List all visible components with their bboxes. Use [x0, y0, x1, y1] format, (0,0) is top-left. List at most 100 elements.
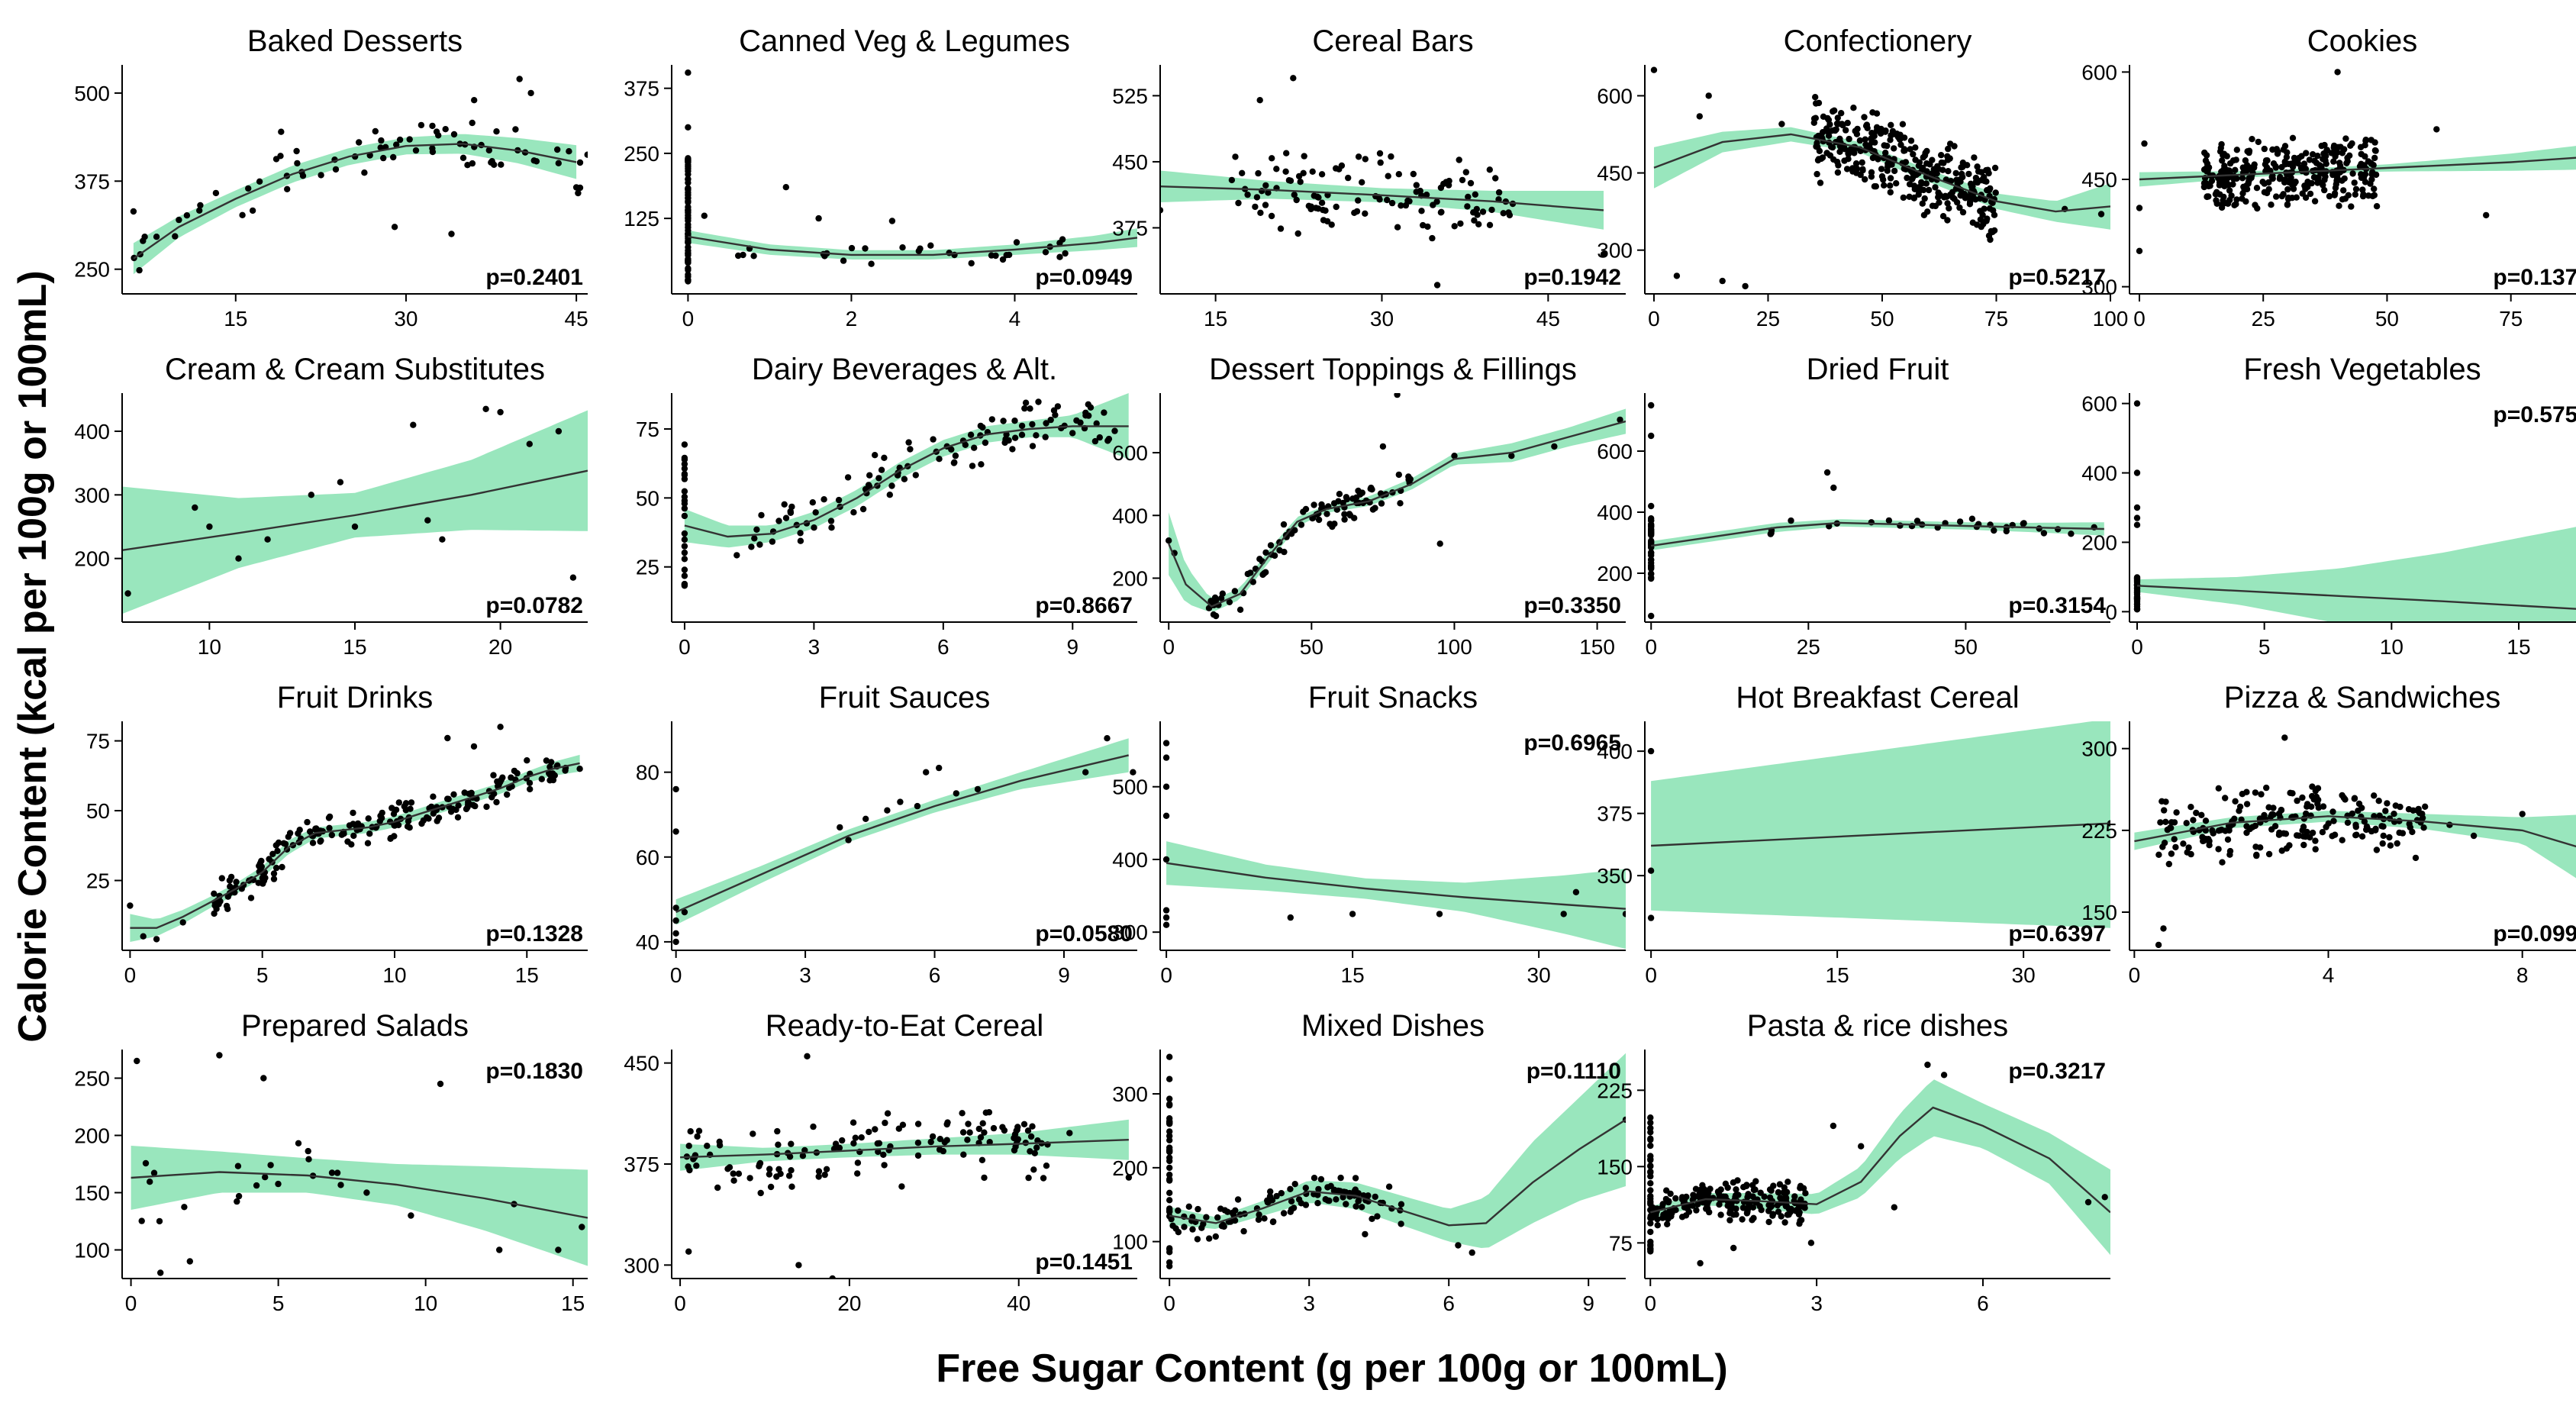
data-point: [1479, 208, 1487, 215]
data-point: [681, 454, 688, 462]
panel-title: Fresh Vegetables: [2243, 353, 2481, 386]
data-point: [1385, 173, 1391, 179]
confidence-band: [2137, 527, 2576, 622]
x-tick-label: 15: [2507, 635, 2530, 659]
data-point: [2219, 859, 2226, 866]
data-point: [1768, 1202, 1775, 1210]
panel-baked-desserts: 15 30 45 250 375 500 Baked Desserts p=0.2401: [74, 24, 588, 331]
x-tick-label: 30: [1527, 963, 1551, 987]
y-tick-label: 375: [624, 77, 659, 101]
data-point: [2412, 854, 2420, 862]
data-point: [1169, 1222, 1176, 1230]
x-tick-label: 6: [937, 635, 949, 659]
data-point: [2371, 139, 2378, 146]
data-point: [1853, 165, 1861, 173]
data-point: [884, 1110, 891, 1117]
plot-area: [130, 76, 588, 275]
data-point: [815, 1173, 822, 1180]
data-point: [1957, 192, 1964, 199]
data-point: [1926, 161, 1933, 168]
data-point: [886, 492, 894, 498]
data-point: [1333, 203, 1340, 211]
data-point: [788, 1140, 795, 1147]
data-point: [1769, 1211, 1776, 1218]
data-point: [1040, 1175, 1047, 1182]
data-point: [2352, 821, 2359, 828]
data-point: [350, 821, 356, 827]
panel-fruit-drinks: 0 5 10 15 25 50 75 Fruit Drinks p=0.1328: [86, 681, 588, 987]
data-point: [981, 1174, 988, 1182]
data-point: [1991, 527, 1997, 534]
panel-fruit-sauces: 0 3 6 9 40 60 80 Fruit Sauces p=0.0580: [636, 681, 1137, 987]
y-tick-label: 300: [624, 1253, 659, 1277]
data-point: [1647, 1142, 1654, 1150]
data-point: [1331, 1186, 1338, 1194]
data-point: [1739, 1216, 1746, 1223]
data-point: [1776, 1181, 1784, 1188]
data-point: [1166, 1115, 1173, 1122]
data-point: [1662, 1195, 1670, 1203]
data-point: [408, 799, 415, 806]
data-point: [740, 251, 746, 259]
data-point: [1797, 1182, 1804, 1190]
data-point: [1648, 401, 1655, 409]
data-point: [1830, 1122, 1837, 1130]
data-point: [2284, 202, 2291, 208]
p-value: p=0.5751: [2493, 402, 2576, 427]
data-point: [1859, 159, 1865, 166]
data-point: [1488, 206, 1495, 214]
data-point: [140, 237, 147, 244]
data-point: [1451, 453, 1458, 460]
data-point: [850, 1140, 857, 1147]
data-points: [130, 76, 588, 274]
data-points: [685, 69, 1069, 285]
data-point: [235, 555, 242, 562]
data-point: [2239, 190, 2246, 197]
data-point: [2391, 811, 2397, 817]
data-point: [685, 265, 692, 272]
data-point: [1397, 500, 1404, 507]
data-point: [978, 1156, 986, 1164]
data-point: [1696, 113, 1703, 120]
panel-pizza-sandwiches: 0 4 8 150 225 300 Pizza & Sandwiches p=0.0992: [2081, 681, 2576, 987]
data-point: [234, 1198, 240, 1205]
fit-line: [1653, 133, 2110, 213]
y-tick-label: 200: [1597, 562, 1633, 585]
y-tick-label: 25: [86, 869, 110, 893]
data-point: [2351, 795, 2358, 801]
y-tick-label: 200: [2081, 530, 2117, 554]
y-tick-label: 300: [1112, 1082, 1148, 1106]
data-point: [748, 543, 755, 550]
data-point: [897, 798, 904, 805]
data-point: [1311, 1175, 1318, 1182]
data-point: [1919, 200, 1926, 207]
data-point: [328, 1169, 336, 1176]
data-point: [775, 1166, 782, 1173]
data-point: [757, 1189, 764, 1197]
data-point: [391, 224, 398, 231]
data-point: [2359, 186, 2366, 193]
data-point: [1469, 1249, 1475, 1256]
data-point: [1648, 432, 1655, 440]
data-point: [1834, 169, 1842, 176]
data-point: [1029, 1123, 1036, 1130]
data-point: [2253, 185, 2261, 192]
data-point: [1456, 156, 1462, 163]
data-point: [968, 260, 975, 267]
data-point: [788, 503, 795, 511]
data-point: [153, 936, 160, 943]
data-point: [1029, 421, 1036, 428]
data-point: [1732, 1193, 1739, 1201]
data-point: [218, 875, 225, 882]
data-point: [1359, 179, 1365, 185]
data-point: [1105, 435, 1113, 443]
data-point: [775, 518, 782, 524]
data-point: [1302, 505, 1310, 513]
data-point: [1341, 516, 1348, 523]
data-point: [1101, 409, 1107, 416]
data-point: [395, 799, 402, 806]
data-point: [156, 1217, 163, 1225]
data-point: [211, 890, 218, 898]
data-point: [424, 517, 431, 524]
x-tick-label: 0: [125, 1292, 137, 1315]
